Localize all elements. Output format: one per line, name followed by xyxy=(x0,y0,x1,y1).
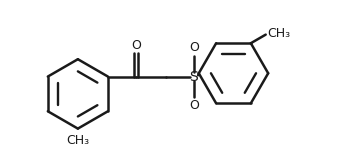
Text: O: O xyxy=(131,39,141,52)
Text: CH₃: CH₃ xyxy=(66,134,90,146)
Text: O: O xyxy=(189,99,199,112)
Text: S: S xyxy=(189,70,198,83)
Text: O: O xyxy=(189,41,199,54)
Text: CH₃: CH₃ xyxy=(267,27,291,40)
